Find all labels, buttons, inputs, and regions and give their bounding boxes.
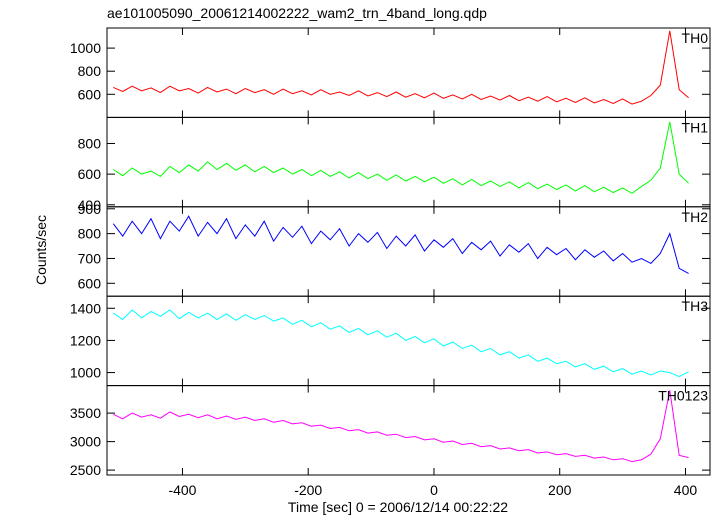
y-tick-label: 600 [78, 86, 102, 102]
y-tick-label: 1000 [70, 365, 101, 381]
data-line [113, 390, 689, 463]
data-line [113, 30, 689, 105]
panel-frame [106, 27, 711, 118]
series-label: TH1 [682, 119, 709, 135]
series-label: TH0123 [658, 388, 708, 404]
y-tick-label: 1400 [70, 300, 101, 316]
x-tick-label: 0 [430, 482, 438, 498]
panel-frame [106, 385, 711, 476]
panel-frame [106, 116, 711, 208]
y-tick-label: 1200 [70, 332, 101, 348]
series-label: TH0 [682, 30, 709, 46]
y-tick-label: 2500 [70, 462, 101, 478]
x-tick-label: 200 [548, 482, 572, 498]
y-tick-label: 900 [78, 201, 102, 217]
x-tick-label: 400 [674, 482, 698, 498]
y-axis-label: Counts/sec [33, 215, 49, 285]
y-tick-label: 600 [78, 275, 102, 291]
x-tick-label: -200 [294, 482, 322, 498]
y-tick-label: 1000 [70, 40, 101, 56]
x-axis-label: Time [sec] 0 = 2006/12/14 00:22:22 [288, 499, 508, 515]
panel-frame [106, 206, 711, 297]
y-tick-label: 3000 [70, 434, 101, 450]
y-tick-label: 700 [78, 250, 102, 266]
chart-title: ae101005090_20061214002222_wam2_trn_4ban… [107, 5, 487, 21]
data-line [113, 121, 689, 194]
y-tick-label: 800 [78, 135, 102, 151]
y-tick-label: 600 [78, 166, 102, 182]
data-line [112, 215, 689, 274]
series-label: TH2 [682, 209, 709, 225]
y-tick-label: 3500 [70, 405, 101, 421]
panel-frame [106, 295, 711, 387]
data-line [113, 309, 689, 378]
y-tick-label: 800 [78, 63, 102, 79]
x-tick-label: -400 [168, 482, 196, 498]
y-tick-label: 800 [78, 226, 102, 242]
y-tick-label: 400 [78, 197, 102, 213]
series-label: TH3 [682, 298, 709, 314]
